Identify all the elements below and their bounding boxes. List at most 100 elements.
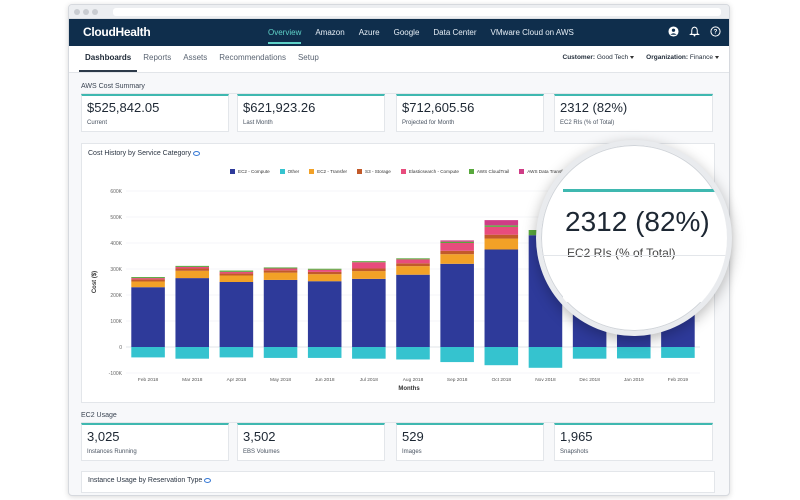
- x-tick-label: Jul 2018: [360, 377, 378, 383]
- sub-tab-recommendations[interactable]: Recommendations: [219, 53, 286, 62]
- kpi-projected[interactable]: $712,605.56 Projected for Month: [396, 94, 544, 132]
- section-divider: [81, 422, 713, 423]
- bar-segment: [440, 243, 474, 251]
- customer-select[interactable]: Customer: Good Tech: [563, 54, 635, 61]
- sub-tab-dashboards[interactable]: Dashboards: [79, 46, 138, 72]
- kpi-ec2-ris[interactable]: 2312 (82%) EC2 RIs (% of Total): [554, 94, 713, 132]
- legend-item[interactable]: AWS CloudTrail: [468, 169, 509, 175]
- top-tab-google[interactable]: Google: [393, 28, 420, 37]
- bar-segment: [263, 267, 298, 269]
- bar-segment: [440, 263, 474, 347]
- legend-swatch: [519, 169, 525, 175]
- y-tick-label: 400K: [110, 241, 122, 247]
- bar-segment: [352, 347, 386, 359]
- legend-item[interactable]: EC2 - Compute: [230, 169, 270, 175]
- kpi-snapshots[interactable]: 1,965 Snapshots: [554, 423, 713, 461]
- legend-item[interactable]: Other: [279, 169, 299, 175]
- magnified-kpi-card: 2312 (82%) EC2 RIs (% of Total): [563, 189, 727, 302]
- sub-tab-reports[interactable]: Reports: [143, 53, 172, 62]
- window-dot-close[interactable]: [74, 9, 80, 15]
- bar-segment: [219, 282, 254, 347]
- kpi-label: Last Month: [243, 120, 273, 126]
- organization-select[interactable]: Organization: Finance: [646, 54, 719, 61]
- window-dot-minimize[interactable]: [83, 9, 89, 15]
- x-tick-label: Apr 2018: [227, 377, 247, 383]
- bar-segment: [263, 268, 298, 271]
- kpi-label: Images: [402, 449, 422, 455]
- filter-bar: Customer: Good Tech Organization: Financ…: [563, 54, 719, 61]
- bar-segment: [131, 277, 165, 279]
- kpi-current[interactable]: $525,842.05 Current: [81, 94, 229, 132]
- legend-item[interactable]: AWS Data Transfer: [519, 169, 567, 175]
- kpi-label: Instances Running: [87, 449, 137, 455]
- x-tick-label: Jan 2019: [624, 377, 644, 383]
- legend-item[interactable]: S3 - Storage: [357, 169, 391, 175]
- bar-segment: [484, 234, 519, 239]
- kpi-value: 2312 (82%): [560, 100, 628, 115]
- top-tab-amazon[interactable]: Amazon: [315, 28, 345, 37]
- legend-label: AWS Data Transfer: [527, 169, 567, 174]
- user-circle-icon[interactable]: [668, 26, 679, 37]
- bar-segment: [528, 347, 563, 368]
- brand-logo[interactable]: CloudHealth: [83, 25, 151, 39]
- bar-segment: [263, 270, 298, 273]
- sub-tab-setup[interactable]: Setup: [297, 53, 319, 62]
- bar-segment: [352, 261, 386, 263]
- x-tick-label: Feb 2018: [138, 377, 159, 383]
- bar-segment: [263, 272, 298, 280]
- top-tab-vmware-cloud[interactable]: VMware Cloud on AWS: [490, 28, 574, 37]
- magnified-kpi-label: EC2 RIs (% of Total): [567, 246, 676, 260]
- eye-icon[interactable]: [193, 150, 201, 156]
- legend-swatch: [309, 169, 315, 175]
- top-nav-tabs: Overview Amazon Azure Google Data Center…: [261, 19, 581, 46]
- bar-segment: [307, 274, 342, 282]
- svg-text:?: ?: [714, 29, 718, 36]
- x-tick-label: Jun 2018: [315, 377, 335, 383]
- bar-segment: [352, 268, 386, 272]
- section-divider: [81, 93, 713, 94]
- kpi-value: 3,025: [87, 429, 120, 444]
- kpi-last-month[interactable]: $621,923.26 Last Month: [237, 94, 385, 132]
- magnified-divider: [541, 255, 727, 256]
- sub-tab-assets[interactable]: Assets: [183, 53, 208, 62]
- top-tab-overview[interactable]: Overview: [261, 19, 308, 46]
- bar-segment: [352, 271, 386, 279]
- bar-segment: [219, 273, 254, 276]
- legend-item[interactable]: EC2 - Transfer: [309, 169, 347, 175]
- sub-nav-tabs: Dashboards Reports Assets Recommendation…: [79, 46, 325, 72]
- bar-segment: [219, 275, 254, 282]
- bar-segment: [484, 226, 519, 235]
- legend-label: S3 - Storage: [365, 169, 391, 174]
- chart-legend: EC2 - Compute Other EC2 - Transfer S3 - Sto…: [230, 169, 567, 175]
- cost-history-title-text: Cost History by Service Category: [88, 150, 192, 157]
- address-bar[interactable]: [113, 8, 721, 16]
- bar-segment: [616, 347, 651, 359]
- top-tab-azure[interactable]: Azure: [358, 28, 380, 37]
- bar-segment: [484, 249, 519, 347]
- kpi-ebs-volumes[interactable]: 3,502 EBS Volumes: [237, 423, 385, 461]
- legend-swatch: [400, 169, 406, 175]
- bar-segment: [175, 347, 210, 359]
- y-tick-label: 0: [119, 345, 122, 351]
- bar-segment: [484, 347, 519, 366]
- bar-segment: [307, 281, 342, 347]
- bar-segment: [131, 287, 165, 347]
- eye-icon[interactable]: [204, 477, 212, 483]
- top-tab-data-center[interactable]: Data Center: [433, 28, 477, 37]
- help-circle-icon[interactable]: ?: [710, 26, 721, 37]
- kpi-instances-running[interactable]: 3,025 Instances Running: [81, 423, 229, 461]
- bar-segment: [396, 347, 430, 360]
- bar-segment: [131, 347, 165, 358]
- bar-segment: [440, 254, 474, 264]
- bar-segment: [131, 279, 165, 282]
- window-dot-maximize[interactable]: [92, 9, 98, 15]
- legend-item[interactable]: Elasticsearch - Compute: [400, 169, 459, 175]
- kpi-value: 529: [402, 429, 424, 444]
- legend-swatch: [357, 169, 363, 175]
- instance-usage-panel: Instance Usage by Reservation Type: [81, 471, 715, 493]
- bell-icon[interactable]: [689, 26, 700, 37]
- kpi-label: EBS Volumes: [243, 449, 280, 455]
- sub-navigation: Dashboards Reports Assets Recommendation…: [69, 46, 729, 73]
- kpi-images[interactable]: 529 Images: [396, 423, 544, 461]
- magnified-kpi-value: 2312 (82%): [565, 206, 710, 237]
